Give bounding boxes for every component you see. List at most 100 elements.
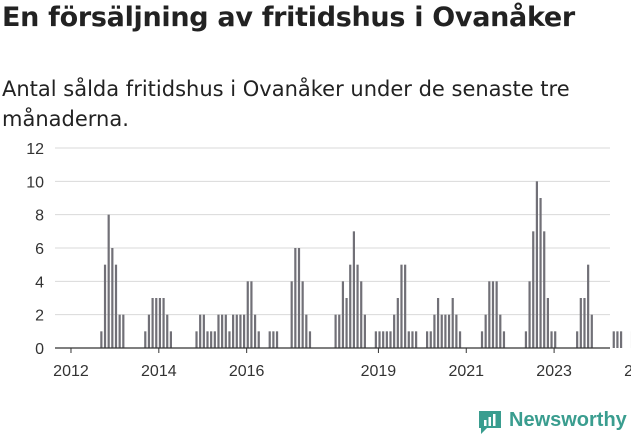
bar — [488, 281, 490, 348]
bar — [162, 298, 164, 348]
bar — [620, 331, 622, 348]
chart-bars — [100, 181, 631, 348]
bar — [430, 331, 432, 348]
bar — [444, 315, 446, 348]
bar — [291, 281, 293, 348]
bar — [239, 315, 241, 348]
bar — [528, 281, 530, 348]
bar — [408, 331, 410, 348]
bar — [302, 281, 304, 348]
bar — [389, 331, 391, 348]
bar — [378, 331, 380, 348]
bar — [214, 331, 216, 348]
bar — [448, 315, 450, 348]
bar — [170, 331, 172, 348]
x-tick-label: 2016 — [229, 363, 265, 380]
bar — [532, 231, 534, 348]
bar — [375, 331, 377, 348]
bar — [148, 315, 150, 348]
bar — [393, 315, 395, 348]
x-tick-label: 2023 — [536, 363, 572, 380]
bar — [309, 331, 311, 348]
bar — [587, 265, 589, 348]
bar — [400, 265, 402, 348]
bar — [152, 298, 154, 348]
y-tick-label: 8 — [35, 208, 44, 225]
y-tick-label: 6 — [35, 241, 44, 258]
bar — [217, 315, 219, 348]
bar — [580, 298, 582, 348]
newsworthy-logo: Newsworthy — [476, 408, 626, 438]
bar — [503, 331, 505, 348]
bar — [547, 298, 549, 348]
bar — [481, 331, 483, 348]
bar — [195, 331, 197, 348]
bar — [276, 331, 278, 348]
bar — [433, 315, 435, 348]
bar — [459, 331, 461, 348]
bar — [108, 215, 110, 348]
bar — [349, 265, 351, 348]
bar — [111, 248, 113, 348]
bar — [166, 315, 168, 348]
bar — [258, 331, 260, 348]
bar — [485, 315, 487, 348]
bar — [206, 331, 208, 348]
bar — [583, 298, 585, 348]
y-tick-label: 4 — [35, 274, 44, 291]
bar — [404, 265, 406, 348]
bar — [159, 298, 161, 348]
y-tick-label: 12 — [26, 141, 44, 158]
bar — [543, 231, 545, 348]
bar — [397, 298, 399, 348]
bar — [199, 315, 201, 348]
bar — [155, 298, 157, 348]
bar — [342, 281, 344, 348]
y-axis-ticks: 0 2 4 6 8 10 12 — [26, 141, 44, 358]
bar — [338, 315, 340, 348]
bar — [119, 315, 121, 348]
y-tick-label: 0 — [35, 341, 44, 358]
bar — [225, 315, 227, 348]
bar — [591, 315, 593, 348]
bar — [364, 315, 366, 348]
bar — [616, 331, 618, 348]
bar — [382, 331, 384, 348]
bar — [360, 281, 362, 348]
x-axis-ticks: 2012201420162019202120232025 — [53, 348, 631, 380]
bar — [250, 281, 252, 348]
bar — [386, 331, 388, 348]
bar — [613, 331, 615, 348]
bar — [415, 331, 417, 348]
bar — [525, 331, 527, 348]
bar — [499, 315, 501, 348]
bar — [437, 298, 439, 348]
x-tick-label: 2014 — [141, 363, 177, 380]
bar — [356, 265, 358, 348]
bar — [236, 315, 238, 348]
newsworthy-logo-text: Newsworthy — [509, 409, 627, 432]
x-tick-label: 2021 — [448, 363, 484, 380]
x-tick-label: 2019 — [361, 363, 397, 380]
bar — [228, 331, 230, 348]
bar — [269, 331, 271, 348]
y-tick-label: 10 — [26, 174, 44, 191]
bar — [272, 331, 274, 348]
bar — [254, 315, 256, 348]
bar — [452, 298, 454, 348]
bar — [298, 248, 300, 348]
bar — [243, 315, 245, 348]
bar — [122, 315, 124, 348]
bar — [100, 331, 102, 348]
y-tick-label: 2 — [35, 308, 44, 325]
x-tick-label: 2025 — [624, 363, 631, 380]
bar — [536, 181, 538, 348]
bar — [144, 331, 146, 348]
bar — [305, 315, 307, 348]
chart-grid — [55, 148, 610, 315]
bar — [554, 331, 556, 348]
bar — [210, 331, 212, 348]
bar — [345, 298, 347, 348]
bar — [203, 315, 205, 348]
